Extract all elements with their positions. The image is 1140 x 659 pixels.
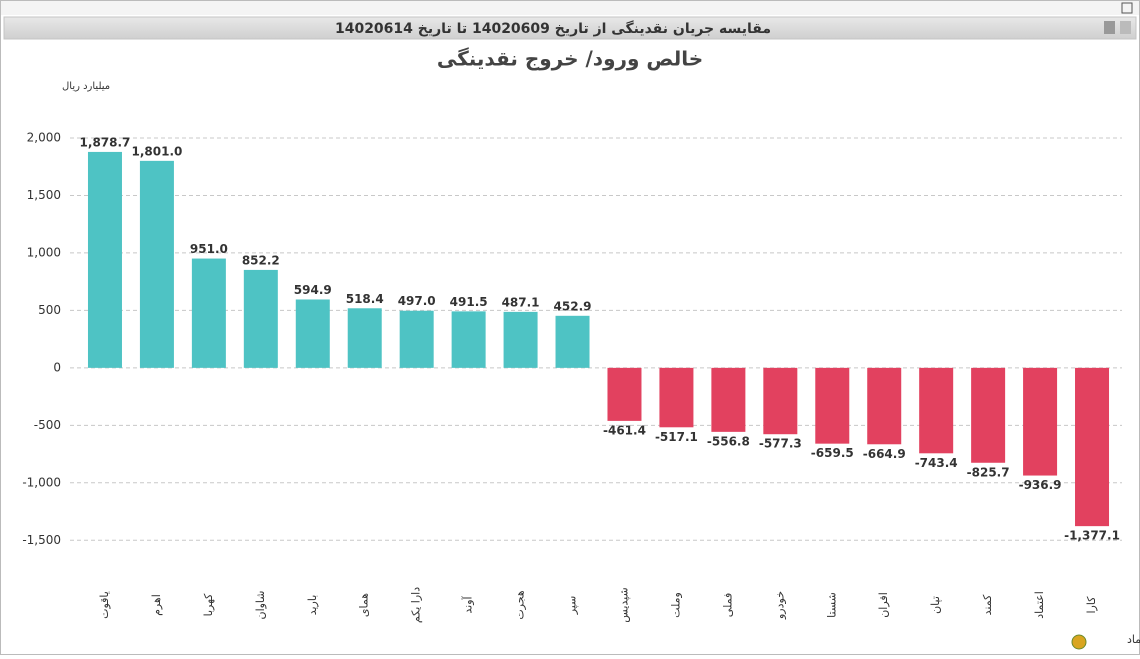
data-label: 487.1 <box>502 295 540 309</box>
data-label: -556.8 <box>707 434 750 448</box>
x-tick-label: بارید <box>306 595 319 616</box>
bar <box>139 160 174 368</box>
maximize-button[interactable] <box>1121 2 1133 14</box>
x-tick-label: تپان <box>929 596 942 614</box>
bar <box>867 367 902 445</box>
print-icon[interactable] <box>1120 21 1131 34</box>
x-tick-label: کارا <box>1085 596 1098 614</box>
data-label: -517.1 <box>655 430 698 444</box>
x-tick-label: افران <box>877 592 890 618</box>
bar <box>711 367 746 432</box>
x-tick-label: شاوان <box>254 590 267 619</box>
data-label: -1,377.1 <box>1064 529 1120 543</box>
x-tick-label: همای <box>358 593 371 617</box>
y-tick-label: -500 <box>34 418 61 432</box>
bar <box>87 151 122 368</box>
bar <box>555 315 590 368</box>
data-label: 951.0 <box>190 242 228 256</box>
x-tick-label: اعتماد <box>1033 591 1046 619</box>
data-label: -936.9 <box>1019 478 1062 492</box>
bar <box>399 310 434 368</box>
title-bar <box>3 16 1137 40</box>
bar <box>1023 367 1058 476</box>
y-tick-label: 500 <box>38 303 61 317</box>
x-tick-label: شپدیس <box>617 587 630 622</box>
y-tick-label: -1,500 <box>22 533 61 547</box>
y-tick-label: 0 <box>53 360 61 374</box>
data-label: 491.5 <box>450 295 488 309</box>
y-tick-label: -1,000 <box>22 475 61 489</box>
bar <box>659 367 694 428</box>
x-tick-label: وملت <box>669 592 682 618</box>
y-tick-label: 2,000 <box>27 130 61 144</box>
data-label: -577.3 <box>759 437 802 451</box>
data-label: 518.4 <box>346 292 384 306</box>
x-axis-title: نماد <box>1127 633 1140 646</box>
settings-icon[interactable] <box>1071 634 1087 650</box>
data-label: 497.0 <box>398 294 436 308</box>
y-tick-label: 1,500 <box>27 188 61 202</box>
x-tick-label: شستا <box>825 592 838 618</box>
bar <box>347 308 382 368</box>
bar <box>451 311 486 368</box>
data-label: 1,878.7 <box>80 135 131 149</box>
x-tick-label: خودرو <box>773 591 786 620</box>
bar <box>1075 367 1110 527</box>
bar <box>191 258 226 368</box>
data-label: -825.7 <box>967 465 1010 479</box>
data-label: 594.9 <box>294 283 332 297</box>
bar <box>919 367 954 454</box>
bar <box>815 367 850 444</box>
data-label: -659.5 <box>811 446 854 460</box>
bar <box>607 367 642 421</box>
data-label: 452.9 <box>554 299 592 313</box>
y-tick-label: 1,000 <box>27 245 61 259</box>
x-tick-label: سپر <box>566 596 579 616</box>
x-tick-label: فملی <box>721 593 734 617</box>
x-tick-label: هجرت <box>514 590 527 620</box>
data-label: -664.9 <box>863 447 906 461</box>
x-tick-label: کمند <box>981 594 994 615</box>
chart-title: خالص ورود/ خروج نقدینگی <box>437 47 703 71</box>
bar <box>243 269 278 368</box>
x-tick-label: دارا یکم <box>410 587 423 623</box>
export-icon[interactable] <box>1104 21 1115 34</box>
data-label: -743.4 <box>915 456 958 470</box>
data-label: 1,801.0 <box>131 144 182 158</box>
bar <box>295 299 330 368</box>
data-label: 852.2 <box>242 253 280 267</box>
x-tick-label: کهربا <box>202 593 215 617</box>
window-title: مقایسه جریان نقدینگی از تاریخ 14020609 ت… <box>335 20 771 37</box>
x-tick-label: یاقوت <box>98 591 111 619</box>
bar <box>503 311 538 368</box>
x-tick-label: اهرم <box>150 594 163 616</box>
bar <box>971 367 1006 463</box>
data-label: -461.4 <box>603 423 646 437</box>
bar <box>763 367 798 435</box>
y-axis-title: میلیارد ریال <box>62 81 110 92</box>
top-strip <box>1 1 1139 15</box>
x-tick-label: آوند <box>461 595 475 613</box>
